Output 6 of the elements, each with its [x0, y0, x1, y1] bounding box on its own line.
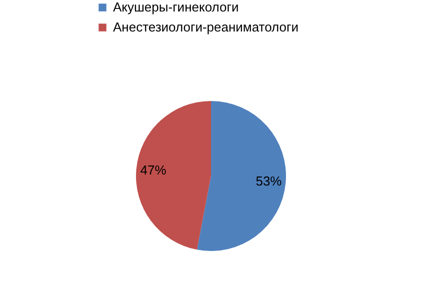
- data-label: 53%: [256, 173, 282, 188]
- legend-label: Акушеры-гинекологи: [113, 0, 239, 14]
- pie-slice: [196, 101, 286, 251]
- pie-slice: [136, 101, 211, 250]
- data-label: 47%: [140, 162, 167, 178]
- legend-label: Анестезиологи-реаниматологи: [113, 20, 299, 34]
